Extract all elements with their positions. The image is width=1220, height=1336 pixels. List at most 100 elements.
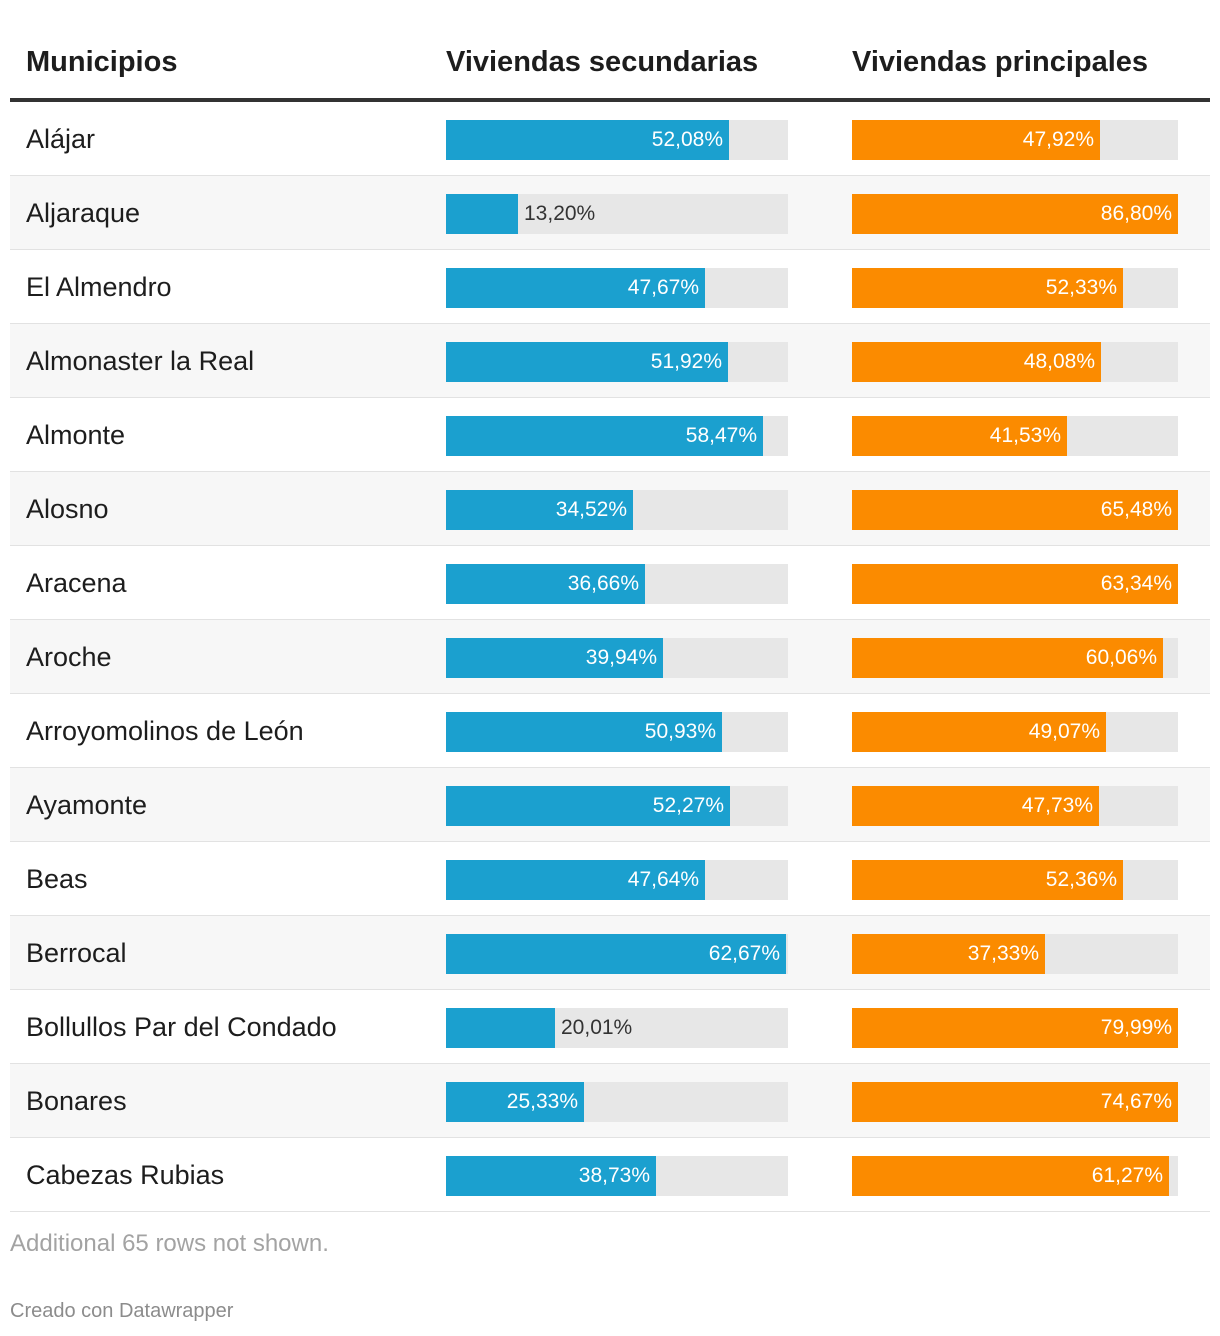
- principales-value-label: 52,36%: [1045, 868, 1117, 891]
- municipio-name: Aroche: [26, 642, 112, 672]
- table-row: Almonte 58,47% 41,53%: [10, 398, 1210, 472]
- principales-bar: [852, 120, 1100, 160]
- principales-bar-track: 52,33%: [852, 268, 1178, 308]
- table-row: El Almendro 47,67% 52,33%: [10, 250, 1210, 324]
- table-row: Aroche 39,94% 60,06%: [10, 620, 1210, 694]
- secundarias-value-label: 36,66%: [567, 572, 639, 595]
- secundarias-bar: [446, 342, 728, 382]
- principales-bar-track: 49,07%: [852, 712, 1178, 752]
- principales-bar: [852, 1156, 1169, 1196]
- secundarias-value-label: 39,94%: [585, 646, 657, 669]
- principales-value-label: 63,34%: [1100, 572, 1172, 595]
- principales-value-label: 37,33%: [967, 942, 1039, 965]
- secundarias-bar: [446, 638, 663, 678]
- municipio-name: Bollullos Par del Condado: [26, 1012, 337, 1042]
- principales-bar-track: 37,33%: [852, 934, 1178, 974]
- municipio-name: Arroyomolinos de León: [26, 716, 304, 746]
- principales-bar: [852, 1008, 1178, 1048]
- principales-bar: [852, 342, 1101, 382]
- principales-value-label: 74,67%: [1100, 1090, 1172, 1113]
- table-row: Cabezas Rubias 38,73% 61,27%: [10, 1138, 1210, 1212]
- secundarias-bar: [446, 860, 705, 900]
- secundarias-bar-track: 20,01%: [446, 1008, 788, 1048]
- table-row: Ayamonte 52,27% 47,73%: [10, 768, 1210, 842]
- secundarias-bar: [446, 490, 633, 530]
- municipio-name: Aljaraque: [26, 198, 141, 228]
- secundarias-bar-track: 52,08%: [446, 120, 788, 160]
- table-row: Arroyomolinos de León 50,93% 49,07%: [10, 694, 1210, 768]
- municipio-name: Almonte: [26, 420, 126, 450]
- table-row: Alosno 34,52% 65,48%: [10, 472, 1210, 546]
- principales-value-label: 48,08%: [1023, 350, 1095, 373]
- secundarias-bar-track: 34,52%: [446, 490, 788, 530]
- secundarias-bar: [446, 1156, 656, 1196]
- secundarias-bar-track: 38,73%: [446, 1156, 788, 1196]
- secundarias-value-label: 47,67%: [627, 276, 699, 299]
- principales-bar-track: 65,48%: [852, 490, 1178, 530]
- principales-value-label: 60,06%: [1085, 646, 1157, 669]
- municipio-name: El Almendro: [26, 272, 172, 302]
- table-header: Municipios Viviendas secundarias Viviend…: [10, 26, 1210, 102]
- credit-text: Creado con Datawrapper: [10, 1300, 234, 1322]
- principales-bar-track: 63,34%: [852, 564, 1178, 604]
- secundarias-bar-track: 25,33%: [446, 1082, 788, 1122]
- secundarias-value-label: 47,64%: [627, 868, 699, 891]
- secundarias-bar-track: 52,27%: [446, 786, 788, 826]
- secundarias-bar: [446, 416, 763, 456]
- principales-bar: [852, 638, 1163, 678]
- column-header-viviendas-secundarias[interactable]: Viviendas secundarias: [446, 46, 759, 78]
- secundarias-bar-track: 50,93%: [446, 712, 788, 752]
- principales-value-label: 49,07%: [1028, 720, 1100, 743]
- column-header-municipios[interactable]: Municipios: [26, 46, 178, 78]
- principales-bar: [852, 786, 1099, 826]
- principales-value-label: 61,27%: [1091, 1164, 1163, 1187]
- municipio-name: Berrocal: [26, 938, 127, 968]
- principales-bar: [852, 564, 1178, 604]
- principales-value-label: 41,53%: [989, 424, 1061, 447]
- principales-bar-track: 47,73%: [852, 786, 1178, 826]
- municipio-name: Aracena: [26, 568, 127, 598]
- principales-bar-track: 79,99%: [852, 1008, 1178, 1048]
- more-rows-note: Additional 65 rows not shown.: [10, 1230, 329, 1257]
- secundarias-value-label: 34,52%: [555, 498, 627, 521]
- column-header-viviendas-principales[interactable]: Viviendas principales: [852, 46, 1149, 78]
- secundarias-value-label: 52,08%: [651, 128, 723, 151]
- secundarias-value-label: 25,33%: [506, 1090, 578, 1113]
- secundarias-bar: [446, 194, 518, 234]
- secundarias-value-label: 20,01%: [561, 1016, 633, 1039]
- secundarias-bar-track: 47,67%: [446, 268, 788, 308]
- table-row: Beas 47,64% 52,36%: [10, 842, 1210, 916]
- principales-value-label: 79,99%: [1100, 1016, 1172, 1039]
- secundarias-bar: [446, 1082, 584, 1122]
- principales-bar: [852, 194, 1178, 234]
- secundarias-value-label: 62,67%: [708, 942, 780, 965]
- principales-bar-track: 61,27%: [852, 1156, 1178, 1196]
- principales-bar: [852, 934, 1045, 974]
- municipio-name: Alájar: [26, 124, 96, 154]
- table-row: Almonaster la Real 51,92% 48,08%: [10, 324, 1210, 398]
- secundarias-bar-track: 13,20%: [446, 194, 788, 234]
- principales-bar: [852, 416, 1067, 456]
- municipio-name: Ayamonte: [26, 790, 148, 820]
- secundarias-bar: [446, 712, 722, 752]
- principales-bar-track: 48,08%: [852, 342, 1178, 382]
- municipio-name: Almonaster la Real: [26, 346, 255, 376]
- secundarias-bar: [446, 1008, 555, 1048]
- table-row: Bonares 25,33% 74,67%: [10, 1064, 1210, 1138]
- secundarias-bar: [446, 268, 705, 308]
- principales-bar-track: 52,36%: [852, 860, 1178, 900]
- table-row: Berrocal 62,67% 37,33%: [10, 916, 1210, 990]
- table-body: Alájar 52,08% 47,92% Aljaraque 13,20% 86,80% E…: [10, 102, 1210, 1212]
- principales-value-label: 86,80%: [1100, 202, 1172, 225]
- secundarias-bar-track: 36,66%: [446, 564, 788, 604]
- municipio-name: Bonares: [26, 1086, 127, 1116]
- principales-bar-track: 86,80%: [852, 194, 1178, 234]
- principales-bar-track: 47,92%: [852, 120, 1178, 160]
- secundarias-bar: [446, 564, 645, 604]
- principales-bar: [852, 860, 1123, 900]
- secundarias-value-label: 58,47%: [685, 424, 757, 447]
- secundarias-value-label: 50,93%: [644, 720, 716, 743]
- principales-bar: [852, 268, 1123, 308]
- data-table: Municipios Viviendas secundarias Viviend…: [10, 26, 1210, 1212]
- secundarias-value-label: 38,73%: [578, 1164, 650, 1187]
